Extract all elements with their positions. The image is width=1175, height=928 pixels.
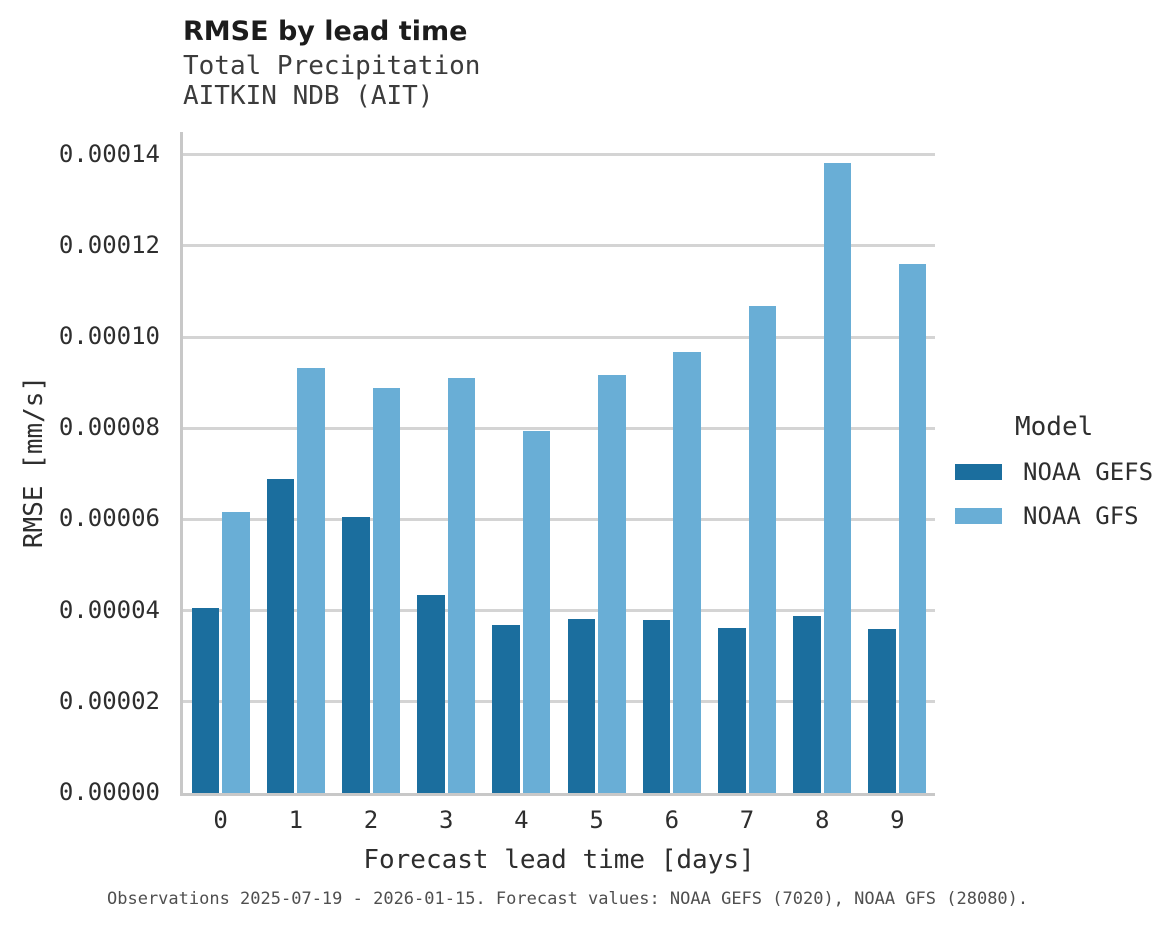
- x-tick-label-9: 9: [890, 806, 905, 834]
- x-tick-label-4: 4: [514, 806, 529, 834]
- x-axis-title: Forecast lead time [days]: [363, 845, 755, 875]
- legend-title: Model: [1015, 412, 1094, 442]
- y-tick-label-0.00014: 0.00014: [58, 139, 160, 168]
- caption: Observations 2025-07-19 - 2026-01-15. Fo…: [107, 889, 1029, 909]
- legend-item-noaa-gfs: NOAA GFS: [955, 502, 1175, 530]
- bar-noaa-gefs-lead-6: [642, 620, 671, 793]
- gridline-0.00004: [183, 609, 935, 613]
- bar-noaa-gfs-lead-0: [222, 511, 250, 793]
- y-tick-label-0.00006: 0.00006: [58, 504, 160, 533]
- y-tick-label-0.00004: 0.00004: [58, 595, 160, 624]
- bar-noaa-gefs-lead-4: [492, 625, 520, 793]
- x-tick-label-2: 2: [363, 806, 379, 834]
- legend-swatch-noaa-gfs: [955, 508, 1002, 524]
- x-tick-label-0: 0: [213, 806, 228, 834]
- bar-noaa-gfs-lead-6: [673, 351, 701, 793]
- gridline-0.00010: [183, 335, 935, 339]
- y-tick-label-0.00010: 0.00010: [58, 322, 160, 351]
- bar-noaa-gfs-lead-3: [447, 377, 476, 793]
- chart-title: RMSE by lead time: [183, 16, 468, 47]
- legend-swatch-noaa-gefs: [955, 464, 1002, 480]
- x-tick-label-8: 8: [814, 806, 830, 834]
- gridline-0.00006: [183, 517, 935, 521]
- bar-noaa-gfs-lead-1: [297, 367, 325, 793]
- bar-noaa-gfs-lead-7: [748, 306, 776, 793]
- gridline-0.00002: [183, 700, 935, 704]
- bar-noaa-gefs-lead-5: [567, 619, 596, 793]
- y-tick-label-0.00008: 0.00008: [58, 413, 160, 442]
- y-tick-label-0.00012: 0.00012: [58, 230, 160, 259]
- bar-noaa-gefs-lead-7: [718, 627, 746, 793]
- legend-label-noaa-gfs: NOAA GFS: [1023, 502, 1139, 530]
- x-tick-label-5: 5: [589, 806, 604, 834]
- x-tick-label-3: 3: [438, 806, 454, 834]
- bar-noaa-gfs-lead-4: [522, 431, 551, 793]
- legend: Model NOAA GEFS NOAA GFS: [955, 412, 1175, 530]
- y-tick-label-0.00000: 0.00000: [58, 778, 160, 806]
- bar-noaa-gefs-lead-2: [342, 516, 370, 793]
- y-tick-label-0.00002: 0.00002: [58, 686, 160, 715]
- gridline-0.00008: [183, 426, 935, 430]
- bar-noaa-gefs-lead-3: [417, 594, 445, 793]
- bar-noaa-gefs-lead-8: [793, 615, 821, 793]
- bar-noaa-gefs-lead-9: [868, 628, 896, 793]
- bar-noaa-gfs-lead-5: [598, 374, 626, 793]
- legend-label-noaa-gefs: NOAA GEFS: [1023, 458, 1154, 486]
- plot-panel: [180, 132, 935, 796]
- bar-noaa-gefs-lead-1: [266, 478, 295, 793]
- x-tick-label-7: 7: [739, 806, 755, 834]
- legend-item-noaa-gefs: NOAA GEFS: [955, 458, 1175, 486]
- gridline-0.00014: [183, 153, 935, 157]
- x-tick-label-1: 1: [288, 806, 304, 834]
- gridline-0.00012: [183, 244, 935, 248]
- chart-subtitle-variable: Total Precipitation: [183, 51, 481, 81]
- bar-noaa-gefs-lead-0: [191, 608, 220, 793]
- bar-noaa-gfs-lead-9: [898, 263, 927, 793]
- x-tick-label-6: 6: [664, 806, 680, 834]
- chart-subtitle-station: AITKIN NDB (AIT): [183, 81, 434, 111]
- bar-noaa-gfs-lead-8: [823, 162, 852, 793]
- bar-noaa-gfs-lead-2: [372, 387, 400, 793]
